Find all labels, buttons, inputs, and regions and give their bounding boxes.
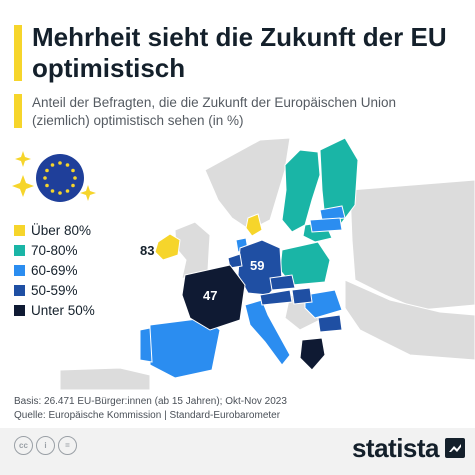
legend-swatch bbox=[14, 304, 25, 316]
country-italy bbox=[244, 299, 291, 366]
source-note: Quelle: Europäische Kommission | Standar… bbox=[14, 410, 281, 421]
label-france: 47 bbox=[203, 288, 217, 303]
country-ireland bbox=[154, 233, 181, 261]
sparkle-icon bbox=[15, 151, 31, 167]
country-portugal bbox=[139, 327, 153, 363]
country-greece bbox=[299, 337, 326, 371]
countries-50-59 bbox=[227, 239, 343, 333]
label-ireland: 83 bbox=[140, 243, 154, 258]
legend: Über 80% 70-80% 60-69% 50-59% Unter 50% bbox=[14, 220, 95, 320]
non-eu-land bbox=[59, 137, 475, 390]
countries-over-80 bbox=[154, 213, 263, 261]
eu-stars-icon bbox=[43, 161, 77, 195]
country-estonia bbox=[319, 205, 346, 221]
chart-subtitle: Anteil der Befragten, die die Zukunft de… bbox=[32, 95, 396, 128]
country-denmark bbox=[245, 213, 263, 237]
statista-logo[interactable]: statista bbox=[351, 433, 440, 463]
country-latvia bbox=[309, 217, 343, 233]
country-romania bbox=[304, 289, 343, 319]
countries-under-50 bbox=[181, 264, 326, 371]
europe-map: 83 59 47 bbox=[59, 137, 475, 390]
legend-swatch bbox=[14, 224, 25, 236]
country-sweden bbox=[281, 149, 321, 233]
eu-flag-emblem bbox=[12, 151, 96, 202]
chart-title: Mehrheit sieht die Zukunft der EU optimi… bbox=[32, 22, 447, 83]
legend-swatch bbox=[14, 284, 25, 296]
subtitle-accent-bar bbox=[14, 94, 22, 128]
legend-label: 60-69% bbox=[31, 262, 78, 278]
country-czechia bbox=[269, 274, 296, 291]
statista-logo-mark-icon bbox=[445, 438, 465, 458]
legend-item: 70-80% bbox=[14, 240, 95, 260]
country-austria bbox=[259, 289, 293, 306]
no-derivatives-icon[interactable]: = bbox=[58, 436, 77, 455]
license-icons: cc i = bbox=[14, 436, 77, 455]
eu-flag-icon bbox=[36, 154, 84, 202]
legend-label: Unter 50% bbox=[31, 302, 95, 318]
legend-item: Unter 50% bbox=[14, 300, 95, 320]
title-accent-bar bbox=[14, 25, 22, 81]
countries-60-69 bbox=[139, 205, 346, 379]
legend-item: 50-59% bbox=[14, 280, 95, 300]
country-bulgaria bbox=[317, 314, 343, 333]
footer-notes: Basis: 26.471 EU-Bürger:innen (ab 15 Jah… bbox=[14, 395, 287, 423]
country-hungary bbox=[291, 287, 313, 305]
legend-item: 60-69% bbox=[14, 260, 95, 280]
legend-label: 70-80% bbox=[31, 242, 78, 258]
country-france bbox=[181, 264, 246, 331]
legend-label: 50-59% bbox=[31, 282, 78, 298]
legend-swatch bbox=[14, 264, 25, 276]
country-finland bbox=[319, 137, 359, 226]
legend-item: Über 80% bbox=[14, 220, 95, 240]
label-germany: 59 bbox=[250, 258, 264, 273]
basis-note: Basis: 26.471 EU-Bürger:innen (ab 15 Jah… bbox=[14, 396, 287, 407]
attribution-icon[interactable]: i bbox=[36, 436, 55, 455]
sparkle-icon bbox=[80, 185, 96, 201]
legend-label: Über 80% bbox=[31, 222, 92, 238]
sparkle-icon bbox=[12, 175, 34, 197]
cc-icon[interactable]: cc bbox=[14, 436, 33, 455]
legend-swatch bbox=[14, 244, 25, 256]
bottom-bar bbox=[0, 428, 475, 475]
